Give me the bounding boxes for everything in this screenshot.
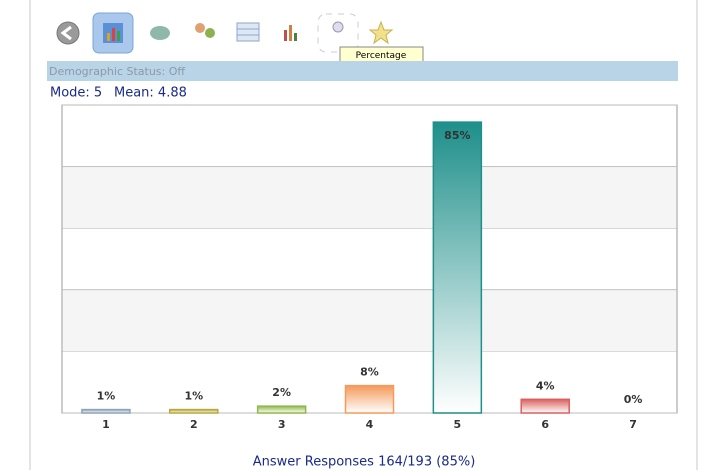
back-icon[interactable]	[56, 21, 80, 45]
x-tick-label: 3	[278, 418, 286, 431]
status-text: Demographic Status: Off	[49, 65, 185, 78]
tooltip: Percentage	[356, 51, 407, 61]
value-label: 1%	[184, 390, 203, 403]
status-bar	[47, 61, 678, 81]
column-icon-bar	[294, 33, 297, 41]
icon-bar	[107, 33, 110, 41]
toolbar: Percentage	[56, 12, 424, 64]
pie-icon[interactable]	[150, 26, 170, 40]
bar	[344, 384, 395, 414]
bar	[256, 405, 307, 414]
mean-text: Mean: 4.88	[114, 86, 187, 101]
x-tick-label: 6	[541, 418, 549, 431]
bar	[81, 408, 131, 414]
column-icon-bar	[289, 25, 292, 41]
percentage-icon-glyph	[332, 21, 344, 33]
column-icon[interactable]	[284, 30, 287, 41]
bar	[432, 121, 483, 414]
value-label: 8%	[360, 366, 379, 379]
plot-area	[61, 104, 678, 414]
table-icon[interactable]	[236, 22, 260, 42]
star-icon[interactable]	[368, 20, 394, 45]
x-tick-label: 5	[454, 418, 462, 431]
percentage-icon[interactable]	[317, 13, 359, 53]
value-label: 0%	[624, 393, 643, 406]
mode-text: Mode: 5	[50, 86, 102, 101]
icon-bar	[112, 28, 115, 41]
x-axis-label: Answer Responses 164/193 (85%)	[253, 455, 476, 470]
x-tick-label: 4	[366, 418, 374, 431]
x-tick-label: 1	[102, 418, 110, 431]
value-label: 2%	[272, 386, 291, 399]
x-tick-label: 2	[190, 418, 198, 431]
people-icon[interactable]	[195, 23, 205, 33]
icon-bar	[117, 31, 120, 41]
bar	[520, 398, 570, 414]
value-label: 4%	[536, 379, 555, 392]
x-tick-label: 7	[629, 418, 637, 431]
value-label: 1%	[97, 390, 116, 403]
band-shade	[63, 290, 676, 352]
band-shade	[63, 167, 676, 229]
back-arrow	[60, 25, 72, 41]
value-label: 85%	[444, 129, 470, 142]
people-icon-2	[205, 28, 215, 38]
bar	[169, 408, 219, 414]
